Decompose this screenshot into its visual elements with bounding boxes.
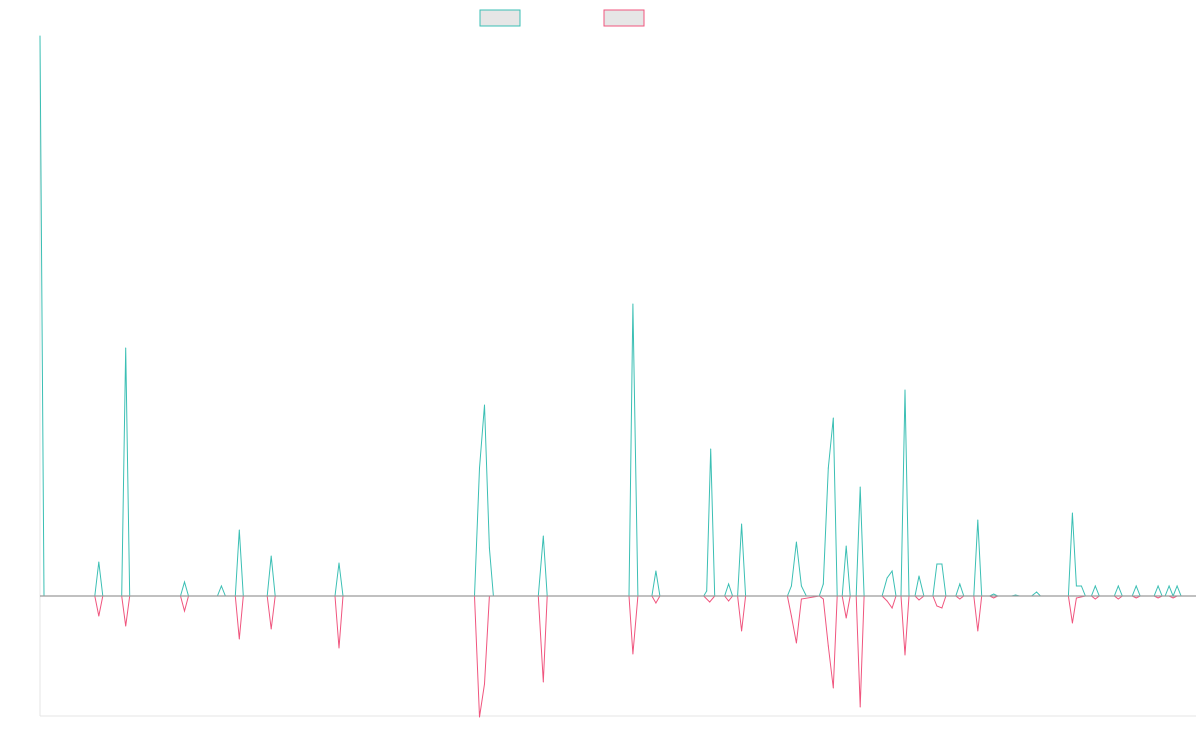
data-point[interactable] xyxy=(1036,591,1038,593)
data-point[interactable] xyxy=(1015,594,1017,596)
data-point[interactable] xyxy=(936,563,938,565)
data-point[interactable] xyxy=(1176,585,1178,587)
data-point[interactable] xyxy=(918,575,920,577)
data-point[interactable] xyxy=(832,417,834,419)
data-point[interactable] xyxy=(822,583,824,585)
data-point[interactable] xyxy=(238,529,240,531)
data-point[interactable] xyxy=(1135,597,1137,599)
data-point[interactable] xyxy=(1094,598,1096,600)
data-point[interactable] xyxy=(741,523,743,525)
data-point[interactable] xyxy=(859,706,861,708)
data-point[interactable] xyxy=(859,486,861,488)
legend xyxy=(479,9,645,27)
data-point[interactable] xyxy=(959,598,961,600)
data-point[interactable] xyxy=(655,602,657,604)
data-point[interactable] xyxy=(845,617,847,619)
data-point[interactable] xyxy=(1075,585,1077,587)
axes xyxy=(39,36,1196,717)
data-point[interactable] xyxy=(632,653,634,655)
data-point[interactable] xyxy=(728,583,730,585)
data-point[interactable] xyxy=(827,645,829,647)
data-point[interactable] xyxy=(270,555,272,557)
series-0 xyxy=(39,35,1196,598)
data-point[interactable] xyxy=(993,593,995,595)
data-point[interactable] xyxy=(238,638,240,640)
data-point[interactable] xyxy=(1071,622,1073,624)
data-point[interactable] xyxy=(904,389,906,391)
data-point[interactable] xyxy=(632,303,634,305)
data-point[interactable] xyxy=(338,562,340,564)
data-point[interactable] xyxy=(488,547,490,549)
legend-item-1[interactable] xyxy=(603,9,645,27)
data-point[interactable] xyxy=(993,597,995,599)
data-point[interactable] xyxy=(484,404,485,406)
data-point[interactable] xyxy=(1172,597,1174,599)
data-point[interactable] xyxy=(1168,585,1170,587)
data-point[interactable] xyxy=(959,583,961,585)
data-point[interactable] xyxy=(790,585,792,587)
data-point[interactable] xyxy=(710,448,712,450)
data-point[interactable] xyxy=(977,519,979,521)
legend-swatch xyxy=(479,9,521,27)
data-point[interactable] xyxy=(941,607,943,609)
data-point[interactable] xyxy=(655,570,657,572)
legend-swatch xyxy=(603,9,645,27)
data-point[interactable] xyxy=(941,563,943,565)
data-point[interactable] xyxy=(936,605,938,607)
data-point[interactable] xyxy=(39,35,41,37)
data-point[interactable] xyxy=(125,625,127,627)
data-point[interactable] xyxy=(977,630,979,632)
data-point[interactable] xyxy=(479,467,480,469)
data-point[interactable] xyxy=(184,610,185,612)
data-point[interactable] xyxy=(125,347,127,349)
series-line xyxy=(39,35,1196,598)
data-point[interactable] xyxy=(98,615,100,617)
data-point[interactable] xyxy=(184,581,185,583)
data-point[interactable] xyxy=(1075,597,1077,599)
series-1 xyxy=(40,595,1196,718)
data-point[interactable] xyxy=(886,600,888,602)
data-point[interactable] xyxy=(338,647,340,649)
data-point[interactable] xyxy=(795,642,797,644)
data-point[interactable] xyxy=(795,541,797,543)
data-point[interactable] xyxy=(706,590,708,592)
data-point[interactable] xyxy=(800,598,802,600)
data-point[interactable] xyxy=(709,601,711,603)
data-point[interactable] xyxy=(891,570,893,572)
data-point[interactable] xyxy=(1117,585,1119,587)
data-point[interactable] xyxy=(1117,598,1119,600)
data-point[interactable] xyxy=(790,615,792,617)
data-point[interactable] xyxy=(891,607,893,609)
data-point[interactable] xyxy=(918,599,920,601)
data-point[interactable] xyxy=(1080,585,1082,587)
data-point[interactable] xyxy=(904,654,906,656)
data-point[interactable] xyxy=(1157,597,1159,599)
data-point[interactable] xyxy=(832,687,834,689)
data-point[interactable] xyxy=(822,598,824,600)
data-point[interactable] xyxy=(827,467,829,469)
series-layer xyxy=(39,35,1196,718)
data-point[interactable] xyxy=(845,545,847,547)
data-point[interactable] xyxy=(728,600,730,602)
data-point[interactable] xyxy=(542,535,544,537)
series-line xyxy=(40,595,1196,718)
data-point[interactable] xyxy=(484,683,485,685)
data-point[interactable] xyxy=(98,561,100,563)
data-point[interactable] xyxy=(1135,585,1137,587)
data-point[interactable] xyxy=(270,628,272,630)
data-point[interactable] xyxy=(886,577,888,579)
data-point[interactable] xyxy=(1094,585,1096,587)
data-point[interactable] xyxy=(1071,512,1073,514)
data-point[interactable] xyxy=(800,585,802,587)
data-point[interactable] xyxy=(542,681,544,683)
data-point[interactable] xyxy=(1157,585,1159,587)
legend-item-0[interactable] xyxy=(479,9,521,27)
data-point[interactable] xyxy=(479,716,480,718)
data-point[interactable] xyxy=(220,585,222,587)
data-point[interactable] xyxy=(741,630,743,632)
